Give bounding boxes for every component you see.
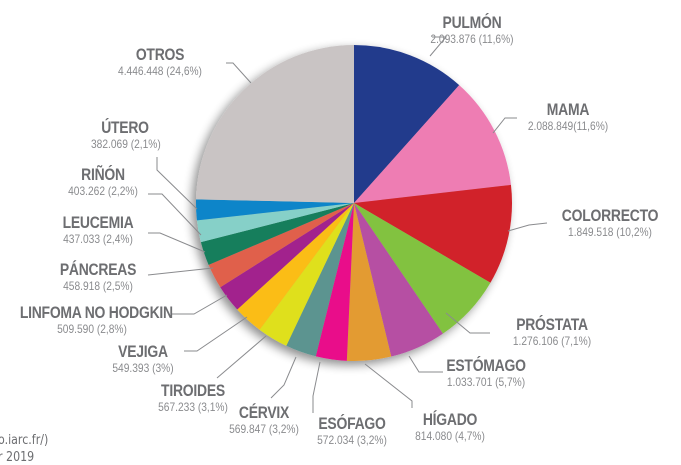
pie-slices [195, 45, 513, 362]
label-rinon: RIÑÓN 403.262 (2,2%) [58, 165, 148, 198]
label-value: 437.033 (2,4%) [63, 232, 133, 246]
leader-rinon [148, 193, 202, 236]
label-otros: OTROS 4.446.448 (24,6%) [100, 45, 220, 78]
label-esofago: ESÓFAGO 572.034 (3,2%) [302, 414, 402, 447]
pie-slice-esófago [315, 203, 354, 361]
leader-leucemia [148, 232, 206, 253]
label-name: RIÑÓN [81, 165, 125, 184]
label-value: 458.918 (2,5%) [63, 279, 133, 293]
label-prostata: PRÓSTATA 1.276.106 (7,1%) [482, 315, 622, 348]
label-linfoma: LINFOMA NO HODGKIN 509.590 (2,8%) [4, 303, 180, 336]
label-value: 1.849.518 (10,2%) [568, 225, 652, 239]
pie-slice-útero [195, 199, 354, 221]
source-line-2: r 2019 [0, 450, 35, 465]
label-pulmon: PULMÓN 2.093.876 (11,6%) [402, 13, 542, 46]
label-value: 567.233 (3,1%) [158, 400, 228, 414]
label-vejiga: VEJIGA 549.393 (3%) [103, 342, 183, 375]
label-name: LINFOMA NO HODGKIN [19, 303, 173, 322]
label-name: LEUCEMIA [62, 213, 134, 232]
leader-pancreas [147, 267, 214, 276]
label-value: 549.393 (3%) [112, 361, 174, 375]
label-estomago: ESTÓMAGO 1.033.701 (5,7%) [426, 356, 546, 389]
label-name: CÉRVIX [238, 403, 290, 422]
label-utero: ÚTERO 382.069 (2,1%) [85, 118, 165, 151]
leader-cervix [270, 356, 297, 399]
leader-tiroides [216, 335, 267, 379]
label-name: ESÓFAGO [318, 414, 386, 433]
pie-slice-cérvix [286, 203, 354, 357]
pie-slice-hígado [346, 203, 392, 362]
label-name: TIROIDES [161, 381, 225, 400]
label-tiroides: TIROIDES 567.233 (3,1%) [143, 381, 243, 414]
pie-slice-páncreas [208, 203, 354, 288]
label-name: ESTÓMAGO [446, 356, 526, 375]
label-value: 403.262 (2,2%) [68, 184, 138, 198]
label-colorrecto: COLORRECTO 1.849.518 (10,2%) [540, 206, 680, 239]
pie-slice-riñón [196, 203, 354, 243]
label-value: 4.446.448 (24,6%) [118, 64, 202, 78]
label-cervix: CÉRVIX 569.847 (3,2%) [214, 403, 314, 436]
pie-slice-vejiga [237, 203, 354, 330]
label-name: COLORRECTO [561, 206, 659, 225]
pie-slice-leucemia [200, 203, 354, 265]
label-name: HÍGADO [422, 410, 478, 429]
label-name: PULMÓN [442, 13, 502, 32]
leader-otros [226, 62, 252, 84]
leader-vejiga [184, 316, 248, 352]
pie-slice-otros [196, 45, 354, 203]
label-name: PRÓSTATA [516, 315, 588, 334]
leader-colorrecto [507, 222, 548, 232]
leader-utero [156, 157, 198, 210]
pie-slice-mama [354, 85, 511, 203]
label-value: 509.590 (2,8%) [57, 322, 127, 336]
label-value: 814.080 (4,7%) [415, 429, 485, 443]
leader-esofago [312, 361, 321, 413]
label-mama: MAMA 2.088.849(11,6%) [498, 100, 638, 133]
leader-lines [147, 36, 548, 413]
label-value: 1.033.701 (5,7%) [446, 375, 526, 389]
pie-slice-colorrecto [354, 184, 513, 283]
pie-slice-estómago [354, 203, 443, 357]
leader-prostata [445, 312, 490, 334]
source-line-1: o.iarc.fr/) [0, 433, 49, 448]
label-name: MAMA [546, 100, 590, 119]
label-higado: HÍGADO 814.080 (4,7%) [400, 410, 500, 443]
label-name: VEJIGA [118, 342, 168, 361]
leader-mama [492, 117, 517, 134]
label-name: PÁNCREAS [59, 260, 137, 279]
label-value: 2.093.876 (11,6%) [430, 32, 514, 46]
label-leucemia: LEUCEMIA 437.033 (2,4%) [50, 213, 146, 246]
label-value: 569.847 (3,2%) [229, 422, 299, 436]
pie-slice-linfoma-no-hodgkin [220, 203, 354, 310]
pie-slice-pulmón [354, 45, 460, 203]
label-name: ÚTERO [101, 118, 149, 137]
label-value: 2.088.849(11,6%) [527, 119, 609, 133]
leader-linfoma [172, 294, 228, 315]
pie-slice-próstata [354, 203, 491, 334]
label-name: OTROS [135, 45, 185, 64]
label-value: 1.276.106 (7,1%) [512, 334, 592, 348]
label-value: 572.034 (3,2%) [317, 433, 387, 447]
label-pancreas: PÁNCREAS 458.918 (2,5%) [50, 260, 146, 293]
label-value: 382.069 (2,1%) [91, 137, 161, 151]
leader-estomago [408, 355, 443, 373]
pie-slice-tiroides [259, 203, 354, 346]
leader-pulmon [429, 36, 448, 57]
leader-higado [364, 363, 413, 408]
